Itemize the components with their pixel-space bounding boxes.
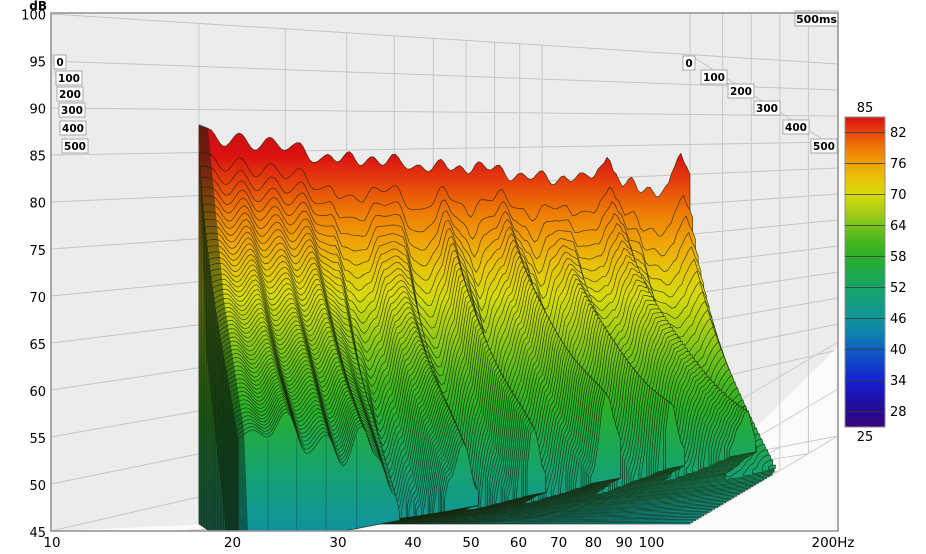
svg-text:400: 400: [62, 123, 84, 135]
plot-border: [50, 12, 839, 532]
time-tick-left-400: 400: [59, 120, 87, 136]
freq-tick-label: 30: [329, 535, 346, 551]
db-tick-label: 45: [29, 526, 46, 541]
svg-text:300: 300: [61, 105, 83, 117]
freq-axis: 10 20 30 40 50 60 70 80 90 100 200Hz: [43, 535, 854, 551]
db-tick-label: 60: [29, 385, 46, 400]
freq-tick-label: 20: [224, 535, 241, 551]
db-tick-label: 70: [29, 291, 46, 306]
db-tick-label: 85: [29, 150, 46, 165]
time-window-badge: 500ms: [794, 10, 839, 27]
db-tick-label: 65: [29, 338, 46, 353]
colorbar-tick-label: 40: [890, 343, 907, 358]
freq-tick-label: 90: [616, 535, 633, 551]
svg-text:200: 200: [730, 86, 752, 98]
svg-text:0: 0: [56, 57, 63, 69]
db-tick-label: 75: [29, 244, 46, 259]
time-tick-right-300: 300: [753, 100, 781, 116]
time-tick-left-300: 300: [58, 102, 86, 118]
svg-text:500: 500: [64, 141, 86, 153]
svg-text:0: 0: [685, 58, 692, 70]
colorbar-tick-label: 64: [890, 219, 907, 234]
db-tick-label: 90: [29, 103, 46, 118]
colorbar-tick-label: 46: [890, 312, 907, 327]
waterfall-surface: [198, 125, 776, 531]
time-axis-labels-right: 0 100 200 300 400 500: [682, 55, 838, 154]
surface-left-cliff-shading: [199, 124, 248, 531]
time-tick-left-100: 100: [55, 70, 83, 86]
freq-tick-label: 60: [510, 535, 527, 551]
front-wall-seams: [267, 433, 358, 531]
freq-tick-label: 100: [639, 535, 665, 551]
time-tick-left-500: 500: [61, 138, 89, 154]
colorbar-tick-label: 76: [890, 157, 907, 172]
db-axis-unit: dB: [29, 0, 47, 13]
svg-text:500ms: 500ms: [796, 13, 837, 26]
db-tick-label: 55: [29, 432, 46, 447]
time-tick-right-0: 0: [682, 55, 696, 71]
db-tick-label: 95: [29, 56, 46, 71]
time-tick-right-200: 200: [727, 83, 755, 99]
colorbar-max-label: 85: [857, 101, 874, 116]
time-tick-right-400: 400: [782, 119, 810, 135]
db-tick-label: 80: [29, 197, 46, 212]
colorbar-tick-label: 82: [890, 126, 907, 141]
freq-tick-label: 10: [43, 535, 60, 551]
time-tick-left-200: 200: [56, 86, 84, 102]
svg-text:300: 300: [756, 103, 778, 115]
time-axis-labels-left: 0 100 200 300 400 500: [53, 54, 89, 154]
colorbar-tick-label: 58: [890, 250, 907, 265]
colorbar-tick-label: 70: [890, 188, 907, 203]
time-tick-right-100: 100: [700, 69, 728, 85]
colorbar-tick-label: 28: [890, 405, 907, 420]
freq-tick-label: 50: [462, 535, 479, 551]
freq-tick-label: 200Hz: [811, 535, 854, 551]
svg-text:200: 200: [59, 89, 81, 101]
colorbar-tick-label: 34: [890, 374, 907, 389]
db-tick-label: 50: [29, 479, 46, 494]
svg-text:100: 100: [58, 73, 80, 85]
colorbar-tick-label: 52: [890, 281, 907, 296]
colorbar-gradient: [844, 116, 886, 428]
colorbar-min-label: 25: [857, 430, 874, 445]
svg-text:400: 400: [785, 122, 807, 134]
colorbar: 82 76 70 64 58 52 46 40 34 28 85 25: [844, 101, 907, 445]
freq-tick-label: 80: [585, 535, 602, 551]
db-tick-label: 100: [21, 9, 46, 24]
time-tick-right-500: 500: [810, 138, 838, 154]
svg-text:500: 500: [813, 141, 835, 153]
svg-text:100: 100: [703, 72, 725, 84]
time-tick-left-0: 0: [53, 54, 67, 70]
freq-tick-label: 70: [550, 535, 567, 551]
freq-tick-label: 40: [404, 535, 421, 551]
